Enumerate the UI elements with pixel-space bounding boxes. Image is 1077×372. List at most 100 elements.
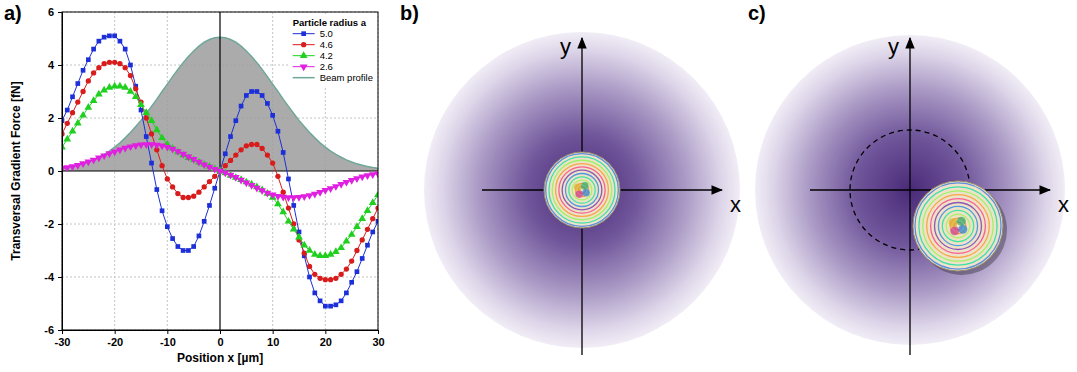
marker	[95, 156, 103, 163]
marker	[91, 47, 96, 52]
marker	[79, 161, 87, 168]
marker	[202, 184, 207, 189]
x-axis-title: Position x [µm]	[177, 351, 263, 365]
marker	[84, 103, 92, 110]
marker	[249, 142, 254, 147]
marker	[327, 186, 335, 193]
marker	[96, 65, 101, 70]
particle-core	[582, 189, 590, 197]
marker	[274, 200, 282, 207]
particle-ring	[935, 203, 982, 250]
y-tick-label: 6	[48, 6, 54, 18]
marker	[334, 302, 339, 307]
particle-core	[575, 190, 583, 198]
marker	[170, 236, 175, 241]
marker	[295, 233, 303, 240]
legend-label: 4.2	[320, 50, 333, 61]
legend-swatch-line	[293, 77, 315, 79]
legend-swatch-marker	[301, 42, 306, 47]
particle-core	[949, 218, 958, 227]
legend-title: Particle radius a	[293, 17, 367, 28]
marker	[112, 60, 117, 65]
marker	[186, 248, 191, 253]
x-tick: 30	[372, 330, 384, 348]
marker	[328, 304, 333, 309]
marker	[81, 68, 86, 73]
marker	[321, 188, 329, 195]
marker	[176, 244, 181, 249]
series-line	[62, 62, 378, 279]
marker	[312, 272, 317, 277]
legend-swatch-marker	[300, 51, 308, 58]
marker	[316, 190, 324, 197]
legend-entry: Beam profile	[293, 72, 373, 83]
marker	[69, 164, 77, 171]
particle-core	[958, 225, 967, 234]
legend-entry: 2.6	[293, 61, 333, 72]
marker	[191, 244, 196, 249]
marker	[116, 148, 124, 155]
marker	[132, 92, 140, 99]
marker	[318, 299, 323, 304]
marker	[181, 248, 186, 253]
particle-ring	[556, 164, 609, 217]
y-tick-mark	[58, 330, 62, 331]
x-tick-label: 30	[372, 336, 384, 348]
particle-ring	[931, 199, 986, 254]
figure: -30-20-100102030-6-4-20246Position x [µm…	[0, 0, 1077, 372]
marker	[337, 182, 345, 189]
legend-entry: 4.6	[293, 39, 333, 50]
particle-ring	[552, 160, 611, 219]
marker	[70, 94, 75, 99]
marker	[116, 82, 124, 89]
marker	[281, 150, 286, 155]
legend-content: Particle radius a5.04.64.22.6Beam profil…	[293, 17, 373, 83]
y-axis-line	[62, 13, 63, 331]
marker	[144, 134, 149, 139]
marker	[358, 214, 366, 221]
marker	[74, 119, 82, 126]
y-tick-label: -4	[44, 271, 55, 283]
x-tick-mark	[220, 330, 221, 334]
x-tick: -10	[160, 330, 176, 348]
marker	[170, 184, 175, 189]
x-tick-mark	[273, 330, 274, 334]
marker	[154, 187, 159, 192]
marker	[307, 275, 312, 280]
legend: Particle radius a5.04.64.22.6Beam profil…	[290, 14, 376, 86]
marker	[306, 193, 314, 200]
marker	[365, 243, 370, 248]
x-tick: -20	[107, 330, 123, 348]
x-tick: 20	[320, 330, 332, 348]
y-tick: -4	[44, 271, 62, 283]
x-tick-mark	[167, 330, 168, 334]
x-tick-mark	[325, 330, 326, 334]
particle-ring	[946, 214, 969, 237]
marker	[196, 190, 201, 195]
marker	[159, 163, 164, 168]
series-line	[62, 145, 378, 198]
marker	[358, 175, 366, 182]
y-tick: 6	[48, 6, 62, 18]
marker	[123, 47, 128, 52]
marker	[244, 93, 249, 98]
marker	[270, 160, 275, 165]
marker	[228, 158, 233, 163]
y-axis-label: y	[888, 34, 899, 59]
legend-label: 5.0	[320, 28, 333, 39]
particle-ring	[562, 170, 602, 210]
marker	[111, 149, 119, 156]
particle-core	[581, 182, 589, 190]
plot-frame	[62, 12, 378, 330]
marker	[137, 100, 145, 107]
legend-label: 4.6	[320, 39, 333, 50]
particle-body	[913, 181, 1003, 271]
marker	[349, 258, 354, 263]
marker	[121, 83, 129, 90]
marker	[290, 225, 298, 232]
marker	[118, 39, 123, 44]
marker	[86, 57, 91, 62]
panel-label: b)	[400, 2, 419, 24]
x-tick-mark	[378, 330, 379, 334]
marker	[70, 110, 75, 115]
